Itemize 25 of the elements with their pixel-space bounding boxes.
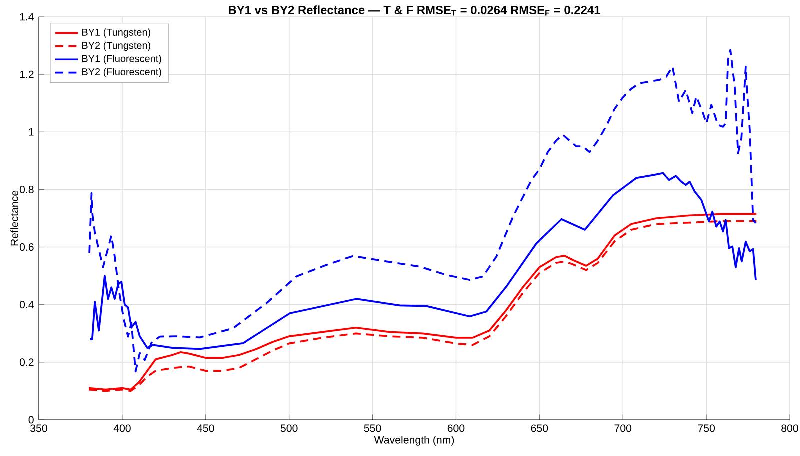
y-tick-label: 1.2 [20,70,34,78]
x-axis-title: Wavelength (nm) [374,436,454,446]
y-tick-label: 1.4 [20,13,34,21]
x-tick-label: 700 [614,424,632,432]
legend-label: BY2 (Fluorescent) [82,68,162,78]
y-tick-label: 0.4 [20,301,34,309]
x-tick-label: 600 [448,424,465,432]
legend-label: BY2 (Tungsten) [82,42,150,52]
y-tick-label: 0 [28,416,34,424]
x-tick-label: 750 [698,424,716,432]
y-tick-label: 0.8 [20,186,34,194]
legend-label: BY1 (Tungsten) [82,28,150,38]
y-axis-title: Reflectance [10,190,18,246]
legend-label: BY1 (Fluorescent) [82,55,162,64]
x-tick-label: 550 [364,424,382,432]
x-tick-label: 350 [30,424,48,432]
chart-title: BY1 vs BY2 Reflectance — T & F RMSE$_{T}$ = 0.0264 RMSE$_{F}$ = 0.2241 [229,6,600,16]
x-tick-label: 800 [782,424,798,432]
y-tick-label: 0.6 [20,244,34,252]
x-tick-label: 450 [197,424,214,432]
x-tick-label: 500 [280,424,298,432]
y-tick-label: 0.2 [20,358,34,366]
y-tick-label: 1 [29,128,34,136]
x-tick-label: 650 [531,424,548,432]
x-tick-label: 400 [114,424,131,432]
